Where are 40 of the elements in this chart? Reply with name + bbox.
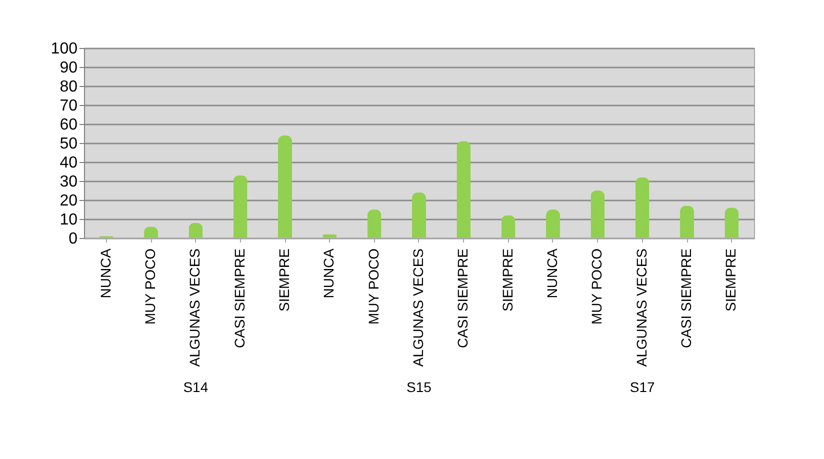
x-tick-label: MUY POCO (588, 248, 605, 324)
y-tick-label: 0 (68, 230, 78, 248)
y-tick-label: 80 (60, 78, 78, 96)
x-tick-label: SIEMPRE (722, 248, 739, 312)
x-tick-label: ALGUNAS VECES (410, 248, 426, 367)
x-tick-label: MUY POCO (365, 248, 382, 324)
y-tick-label: 70 (60, 98, 78, 114)
x-tick-label: SIEMPRE (499, 248, 516, 312)
bar (233, 175, 248, 238)
bar (501, 215, 516, 238)
x-tick-label: ALGUNAS VECES (186, 248, 203, 367)
bar (456, 141, 471, 238)
y-tick-label: 30 (60, 174, 78, 190)
bar (635, 177, 650, 238)
x-tick-label: SIEMPRE (276, 248, 292, 312)
text: S15 (406, 379, 432, 395)
bar (724, 208, 739, 238)
x-tick-label: CASI SIEMPRE (678, 248, 694, 348)
bar (590, 190, 605, 238)
y-tick-label: 100 (50, 40, 78, 58)
x-tick-label: CASI SIEMPRE (454, 248, 471, 348)
x-tick-label: NUNCA (97, 248, 114, 298)
bar (546, 210, 560, 238)
y-tick-label: 40 (60, 154, 78, 172)
x-tick-label: NUNCA (544, 248, 560, 298)
bar (367, 210, 382, 238)
y-tick-label: 20 (60, 192, 78, 210)
y-tick-label: 10 (60, 212, 78, 228)
text: S14 (183, 379, 208, 395)
x-tick-label: ALGUNAS VECES (633, 248, 650, 367)
x-tick-label: NUNCA (320, 248, 337, 298)
bar (278, 135, 292, 238)
text: S17 (630, 379, 655, 395)
y-tick-label: 50 (60, 136, 78, 152)
y-tick-label: 90 (60, 60, 78, 76)
bar (680, 206, 694, 238)
x-tick-label: MUY POCO (142, 248, 158, 324)
y-tick-label: 60 (60, 116, 78, 134)
bar (412, 192, 426, 238)
x-tick-label: CASI SIEMPRE (231, 248, 248, 348)
